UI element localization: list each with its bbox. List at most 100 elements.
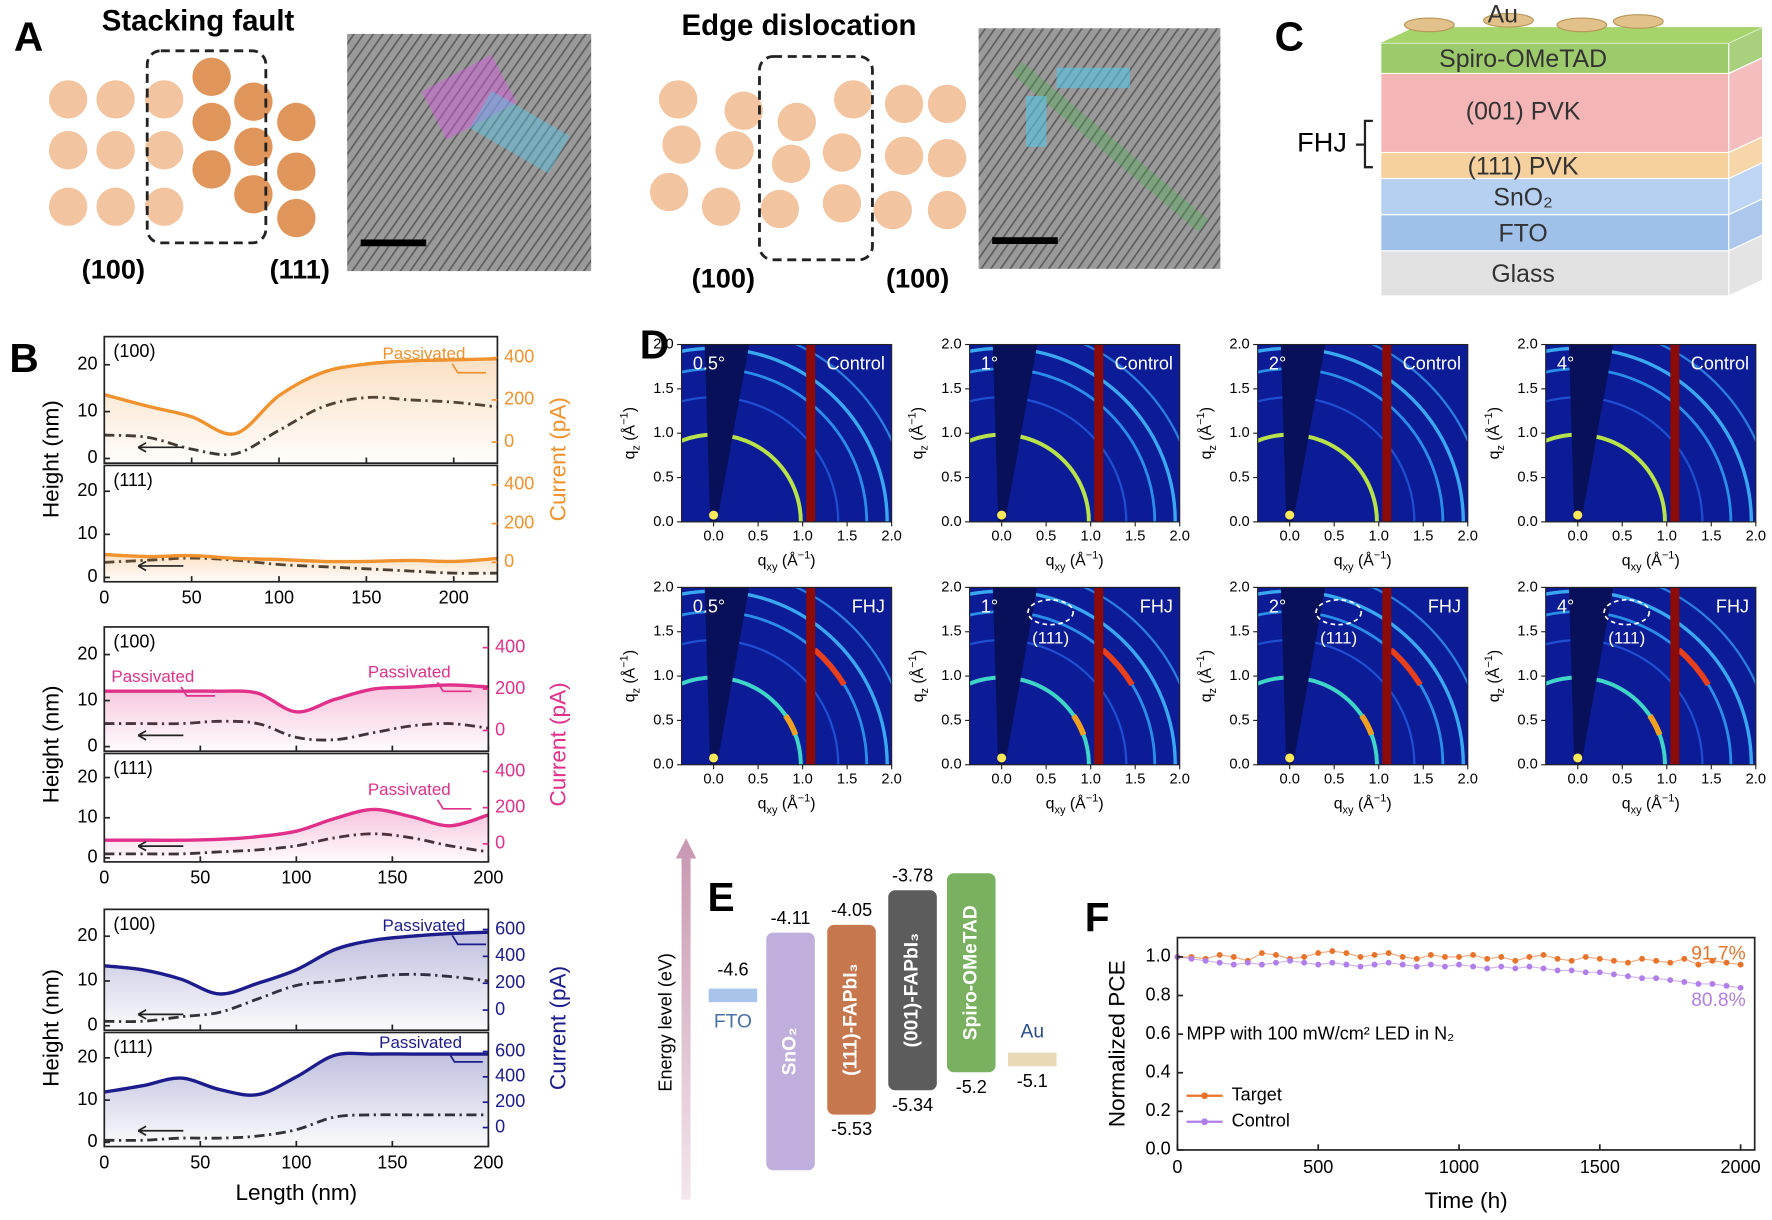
point [1610, 971, 1617, 978]
label-part: q [910, 693, 927, 702]
point [1413, 963, 1420, 970]
x-tick-label: 0.5 [1036, 528, 1056, 544]
y-tick-label: 2.0 [1517, 336, 1537, 352]
point [1399, 961, 1406, 968]
y-tick-label: 0.5 [1517, 469, 1537, 485]
y-tick-label: 1.0 [1517, 668, 1537, 684]
x-tick-label: 0.0 [1279, 771, 1299, 787]
detector-image [969, 344, 1180, 522]
label-part: xy [1343, 561, 1355, 573]
layer [1380, 42, 1730, 74]
y-tick-label: 10 [77, 1089, 97, 1109]
atom [927, 190, 967, 230]
current-area [104, 358, 498, 464]
x-tick-label: 150 [377, 1152, 407, 1172]
label-part: (Å [1354, 793, 1375, 812]
x-tick-label: 0 [99, 1152, 109, 1172]
y-tick-label: 10 [77, 970, 97, 990]
category-label: Au [1021, 1021, 1044, 1042]
energy-axis [681, 856, 691, 1200]
category-label: (001)-FAPbI₃ [902, 933, 923, 1047]
point [1568, 967, 1575, 974]
point [1498, 963, 1505, 970]
atom [96, 131, 135, 170]
layer-side [1728, 56, 1764, 154]
panel-label: F [1085, 894, 1110, 940]
y2-tick-label: 0 [495, 719, 505, 739]
point [1216, 959, 1223, 966]
x-axis-label: qxy (Å−1) [1622, 792, 1680, 816]
label-part: z [1495, 445, 1507, 451]
label-part: −1 [619, 655, 631, 668]
electrode [1556, 17, 1608, 33]
x-axis-label: qxy (Å−1) [1334, 549, 1392, 573]
y-tick-label: 0.0 [941, 514, 961, 530]
category-label: (111)-FAPbI₃ [841, 964, 862, 1076]
retention-label: 91.7% [1691, 944, 1745, 965]
sample-label: FHJ [1140, 597, 1173, 617]
y2-tick-label: 0 [495, 1116, 505, 1136]
atom [771, 144, 811, 183]
x-axis-label: qxy (Å−1) [1622, 549, 1680, 573]
x-tick-label: 100 [264, 587, 294, 607]
y-tick-label: 0.0 [653, 514, 673, 530]
annotation: Passivated [383, 344, 466, 363]
point [1554, 955, 1561, 962]
label-part: −1 [1483, 412, 1495, 425]
label-part: −1 [1086, 549, 1099, 561]
atom [715, 131, 754, 170]
energy-arrowhead [675, 838, 697, 859]
missing-wedge [992, 587, 1038, 765]
missing-wedge [1280, 587, 1326, 765]
missing-wedge [992, 344, 1038, 522]
x-tick-label: 0.5 [1612, 771, 1632, 787]
point [1695, 961, 1702, 968]
label-part: −1 [1374, 792, 1387, 804]
y-tick-label: 2.0 [1517, 579, 1537, 595]
y-tick-label: 1.5 [1229, 381, 1249, 397]
sample-label: Control [827, 354, 885, 374]
y-tick-label: 10 [77, 689, 97, 709]
point [1202, 957, 1209, 964]
texture-streak [783, 713, 799, 736]
x-tick-label: 1.5 [1701, 528, 1721, 544]
y-tick-label: 2.0 [941, 336, 961, 352]
y-tick-label: 20 [77, 643, 97, 663]
missing-wedge [704, 344, 750, 522]
label-part: (Å [1196, 667, 1215, 688]
y-axis-label: Normalized PCE [1105, 960, 1130, 1127]
point [1526, 953, 1533, 960]
texture-streak [1388, 647, 1423, 687]
atom [649, 172, 689, 212]
label-part: xy [1631, 804, 1643, 816]
point [1512, 957, 1519, 964]
point [1625, 959, 1631, 966]
category-label: Spiro-OMeTAD [960, 905, 981, 1040]
label-part: −1 [619, 412, 631, 425]
atom [927, 138, 967, 178]
layer-label: (001) PVK [1466, 99, 1581, 126]
label-part: −1 [1483, 655, 1495, 668]
value-label: -4.11 [771, 908, 811, 928]
current-area [104, 554, 498, 582]
layer [1380, 250, 1730, 297]
x-tick-label: 2.0 [1170, 771, 1190, 787]
annotation-arrow [180, 686, 215, 697]
point [1610, 957, 1617, 964]
missing-wedge [1280, 344, 1326, 522]
texture-streak [1676, 647, 1711, 687]
y-tick-label: 0.0 [1517, 757, 1537, 773]
label-part: ) [910, 407, 927, 412]
x-tick-label: 0.0 [991, 528, 1011, 544]
electrode [1612, 14, 1664, 29]
layer-label: (111) PVK [1468, 153, 1579, 180]
point [1273, 952, 1279, 958]
label-part: q [622, 451, 639, 460]
label-part: −1 [1195, 412, 1207, 425]
detector-gap [1670, 587, 1680, 765]
label-part: q [758, 553, 767, 570]
y-tick-label: 0.0 [1517, 514, 1537, 530]
x-tick-label: 1.0 [792, 771, 812, 787]
scale-bar [360, 239, 427, 247]
